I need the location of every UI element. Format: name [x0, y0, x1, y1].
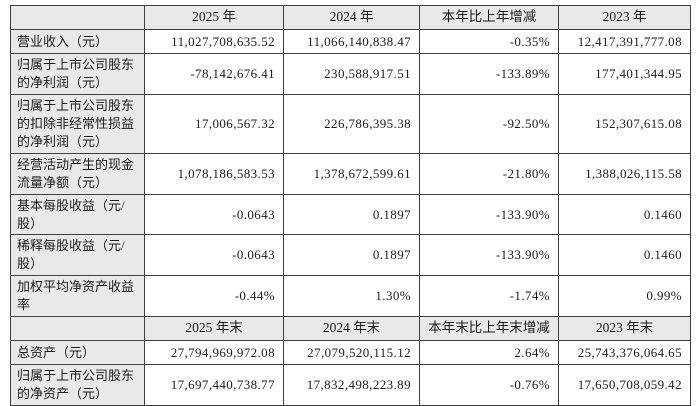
value-cell: 230,588,917.51	[283, 53, 420, 95]
col-header-2023: 2023 年	[558, 5, 691, 30]
table-row-weighted-avg-roe: 加权平均净资产收益率 -0.44% 1.30% -1.74% 0.99%	[10, 275, 691, 318]
value-cell: -133.90%	[419, 193, 559, 236]
value-cell: -0.0643	[144, 234, 284, 277]
value-cell: -0.0643	[144, 193, 284, 236]
table-row-revenue: 营业收入（元） 11,027,708,635.52 11,066,140,838…	[10, 29, 691, 54]
col-header-2025: 2025 年	[144, 5, 284, 30]
value-cell: -0.35%	[419, 29, 559, 54]
value-cell: -133.89%	[419, 53, 559, 95]
row-label: 归属于上市公司股东的净利润（元）	[10, 53, 145, 95]
value-cell: -133.90%	[419, 234, 559, 277]
corner-cell	[10, 5, 145, 30]
header-row-period-end: 2025 年末 2024 年末 本年末比上年末增减 2023 年末	[10, 316, 691, 342]
row-label: 稀释每股收益（元/股）	[10, 234, 145, 277]
row-label: 总资产（元）	[10, 340, 145, 366]
financial-summary-table: 2025 年 2024 年 本年比上年增减 2023 年 营业收入（元） 11,…	[10, 5, 691, 406]
value-cell: -21.80%	[419, 152, 559, 195]
table-row-total-assets: 总资产（元） 27,794,969,972.08 27,079,520,115.…	[10, 340, 691, 366]
value-cell: 0.1460	[558, 234, 691, 277]
value-cell: -0.76%	[419, 364, 559, 406]
table-row-basic-eps: 基本每股收益（元/股） -0.0643 0.1897 -133.90% 0.14…	[10, 193, 691, 236]
value-cell: 17,832,498,223.89	[283, 364, 420, 406]
value-cell: 25,743,376,064.65	[558, 340, 691, 366]
table-row-diluted-eps: 稀释每股收益（元/股） -0.0643 0.1897 -133.90% 0.14…	[10, 234, 691, 277]
value-cell: 0.1897	[283, 193, 420, 236]
row-label: 归属于上市公司股东的扣除非经常性损益的净利润（元）	[10, 93, 145, 154]
value-cell: 177,401,344.95	[558, 53, 691, 95]
value-cell: 0.1897	[283, 234, 420, 277]
value-cell: 2.64%	[419, 340, 559, 366]
value-cell: 11,027,708,635.52	[144, 29, 284, 54]
col-header-end-yoy-change: 本年末比上年末增减	[419, 316, 559, 342]
value-cell: -78,142,676.41	[144, 53, 284, 95]
value-cell: 226,786,395.38	[283, 93, 420, 154]
value-cell: 11,066,140,838.47	[283, 29, 420, 54]
row-label: 归属于上市公司股东的净资产（元）	[10, 364, 145, 406]
table-row-net-assets: 归属于上市公司股东的净资产（元） 17,697,440,738.77 17,83…	[10, 364, 691, 406]
col-header-2024: 2024 年	[283, 5, 420, 30]
col-header-2025-end: 2025 年末	[144, 316, 284, 342]
value-cell: -0.44%	[144, 275, 284, 318]
row-label: 经营活动产生的现金流量净额（元）	[10, 152, 145, 195]
value-cell: 1.30%	[283, 275, 420, 318]
value-cell: 1,378,672,599.61	[283, 152, 420, 195]
value-cell: 17,006,567.32	[144, 93, 284, 154]
corner-cell	[10, 316, 145, 342]
header-row-annual: 2025 年 2024 年 本年比上年增减 2023 年	[10, 5, 691, 30]
value-cell: 12,417,391,777.08	[558, 29, 691, 54]
row-label: 基本每股收益（元/股）	[10, 193, 145, 236]
value-cell: 1,078,186,583.53	[144, 152, 284, 195]
row-label: 加权平均净资产收益率	[10, 275, 145, 318]
value-cell: 0.1460	[558, 193, 691, 236]
col-header-2024-end: 2024 年末	[283, 316, 420, 342]
value-cell: 17,697,440,738.77	[144, 364, 284, 406]
value-cell: 27,079,520,115.12	[283, 340, 420, 366]
col-header-yoy-change: 本年比上年增减	[419, 5, 559, 30]
value-cell: 0.99%	[558, 275, 691, 318]
value-cell: 152,307,615.08	[558, 93, 691, 154]
table-row-operating-cash-flow: 经营活动产生的现金流量净额（元） 1,078,186,583.53 1,378,…	[10, 152, 691, 195]
value-cell: -1.74%	[419, 275, 559, 318]
value-cell: 1,388,026,115.58	[558, 152, 691, 195]
value-cell: -92.50%	[419, 93, 559, 154]
value-cell: 27,794,969,972.08	[144, 340, 284, 366]
value-cell: 17,650,708,059.42	[558, 364, 691, 406]
table-row-net-profit-excl-nonrecurring: 归属于上市公司股东的扣除非经常性损益的净利润（元） 17,006,567.32 …	[10, 93, 691, 154]
col-header-2023-end: 2023 年末	[558, 316, 691, 342]
row-label: 营业收入（元）	[10, 29, 145, 54]
table-row-net-profit: 归属于上市公司股东的净利润（元） -78,142,676.41 230,588,…	[10, 53, 691, 95]
